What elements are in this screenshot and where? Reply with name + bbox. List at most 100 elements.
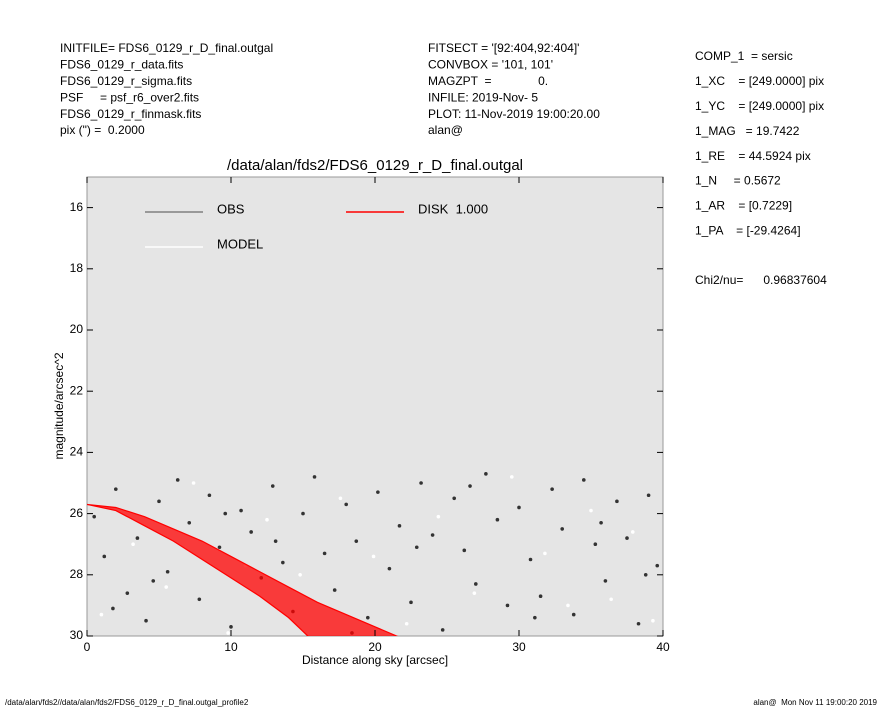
data-point xyxy=(187,520,192,525)
data-point xyxy=(157,499,161,504)
header-left-line: FDS6_0129_r_data.fits xyxy=(60,58,183,72)
data-point xyxy=(99,612,104,617)
data-point xyxy=(312,475,317,479)
data-point xyxy=(165,569,170,574)
footer-stamp: alan@ Mon Nov 11 19:00:20 2019 xyxy=(753,698,877,707)
param-line: COMP_1 = sersic xyxy=(695,49,793,63)
y-tick-label: 30 xyxy=(70,628,84,642)
data-point xyxy=(387,566,392,571)
data-point xyxy=(404,621,409,626)
y-tick-label: 24 xyxy=(70,445,84,459)
header-left-line: INITFILE= FDS6_0129_r_D_final.outgal xyxy=(60,41,273,55)
data-point xyxy=(566,603,570,608)
data-point xyxy=(114,487,118,491)
data-point xyxy=(371,554,376,559)
header-middle-line: FITSECT = '[92:404,92:404]' xyxy=(428,41,579,55)
x-tick-label: 40 xyxy=(656,640,670,654)
x-tick-label: 20 xyxy=(368,640,382,654)
header-left-line: FDS6_0129_r_finmask.fits xyxy=(60,107,201,121)
data-point xyxy=(440,628,445,632)
data-point xyxy=(646,493,651,498)
data-point xyxy=(550,487,554,491)
x-tick-label: 30 xyxy=(512,640,526,654)
data-point xyxy=(102,554,107,559)
data-point xyxy=(249,530,253,534)
chi2: Chi2/nu= 0.96837604 xyxy=(695,273,827,287)
data-point xyxy=(625,536,629,540)
data-point xyxy=(144,618,148,623)
data-point xyxy=(630,530,635,534)
data-point xyxy=(281,560,285,565)
y-axis-label: magnitude/arcsec^2 xyxy=(52,352,66,459)
data-point xyxy=(599,520,603,525)
data-point xyxy=(366,615,370,620)
data-point xyxy=(571,612,576,617)
data-point xyxy=(495,517,500,522)
header-middle-line: MAGZPT = 0. xyxy=(428,74,548,88)
data-point xyxy=(397,524,402,528)
data-point xyxy=(175,478,180,482)
header-middle-line: PLOT: 11-Nov-2019 19:00:20.00 xyxy=(428,107,600,121)
data-point xyxy=(414,545,419,550)
legend-label: MODEL xyxy=(217,236,263,251)
data-point xyxy=(474,582,478,586)
param-line: 1_PA = [-29.4264] xyxy=(695,223,801,237)
data-point xyxy=(322,551,327,556)
y-tick-label: 26 xyxy=(70,506,84,520)
data-point xyxy=(468,484,472,488)
header-middle-line: alan@ xyxy=(428,123,463,137)
plot-marks xyxy=(87,472,660,636)
data-point xyxy=(505,603,510,608)
param-line: 1_MAG = 19.7422 xyxy=(695,124,800,138)
y-tick-label: 20 xyxy=(70,322,84,336)
data-point xyxy=(462,548,467,553)
data-point xyxy=(135,536,140,540)
data-point xyxy=(376,490,380,494)
data-point xyxy=(92,514,96,519)
data-point xyxy=(125,591,130,595)
param-line: 1_N = 0.5672 xyxy=(695,174,781,188)
data-point xyxy=(226,631,230,635)
data-point xyxy=(636,621,641,626)
data-point xyxy=(655,563,660,568)
plot-area xyxy=(86,176,664,637)
data-point xyxy=(338,496,343,501)
data-point xyxy=(332,588,337,592)
data-point xyxy=(543,551,547,556)
data-point xyxy=(409,600,413,605)
data-point xyxy=(615,499,619,504)
data-point xyxy=(643,573,648,577)
y-tick-label: 28 xyxy=(70,567,84,581)
param-line: 1_RE = 44.5924 pix xyxy=(695,149,811,163)
data-point xyxy=(217,545,222,550)
data-point xyxy=(197,597,202,602)
data-point xyxy=(344,502,349,507)
data-point xyxy=(223,511,228,516)
data-point xyxy=(419,481,423,485)
data-point xyxy=(151,579,156,583)
header-middle-line: INFILE: 2019-Nov- 5 xyxy=(428,90,538,104)
footer-path: /data/alan/fds2//data/alan/fds2/FDS6_012… xyxy=(5,698,249,707)
data-point xyxy=(609,597,613,602)
data-point xyxy=(164,585,168,589)
data-point xyxy=(651,618,655,623)
data-point xyxy=(430,533,435,537)
data-point xyxy=(528,557,533,562)
y-tick-label: 16 xyxy=(70,200,84,214)
x-axis-label: Distance along sky [arcsec] xyxy=(302,653,448,667)
data-point xyxy=(239,508,243,513)
data-point xyxy=(265,517,269,522)
disk-edge xyxy=(87,503,309,636)
header-left-line: PSF = psf_r6_over2.fits xyxy=(60,90,199,104)
header-middle-line: CONVBOX = '101, 101' xyxy=(428,58,553,72)
data-point xyxy=(191,481,196,485)
data-point xyxy=(603,579,608,583)
param-line: 1_AR = [0.7229] xyxy=(695,199,792,213)
data-point xyxy=(517,505,521,510)
chart-title: /data/alan/fds2/FDS6_0129_r_D_final.outg… xyxy=(227,157,523,174)
data-point xyxy=(298,573,302,577)
data-point xyxy=(273,539,278,543)
data-point xyxy=(229,625,233,629)
param-line: 1_YC = [249.0000] pix xyxy=(695,99,824,113)
